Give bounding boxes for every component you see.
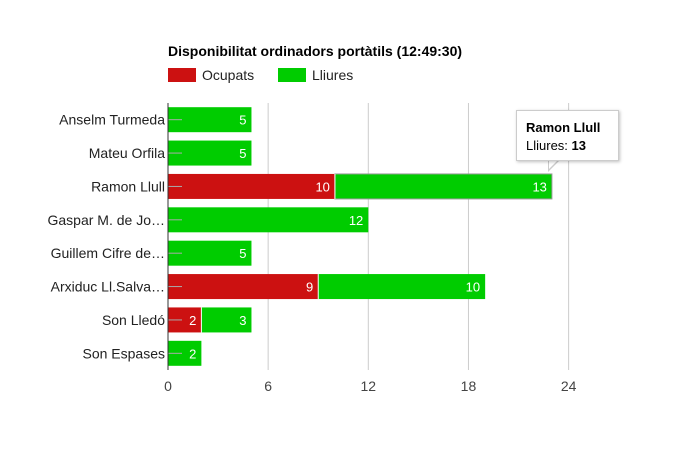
tooltip-title: Ramon Llull xyxy=(526,120,601,135)
data-label-lliures-0: 5 xyxy=(239,113,246,128)
data-label-ocupats-2: 10 xyxy=(315,179,329,194)
x-tick-label-6: 6 xyxy=(264,378,272,394)
category-label-4: Guillem Cifre de… xyxy=(51,245,165,261)
tooltip-label: Lliures: xyxy=(526,138,568,153)
x-tick-label-24: 24 xyxy=(561,378,577,394)
category-label-5: Arxiduc Ll.Salva… xyxy=(51,279,165,295)
bar-lliures-3 xyxy=(168,207,369,233)
legend-label-lliures: Lliures xyxy=(312,66,354,83)
tooltip-value: 13 xyxy=(571,138,587,153)
chart-title: Disponibilitat ordinadors portàtils (12:… xyxy=(168,43,463,59)
data-label-lliures-1: 5 xyxy=(239,146,246,161)
bar-ocupats-5 xyxy=(168,274,319,300)
data-label-lliures-7: 2 xyxy=(189,346,196,361)
data-label-ocupats-6: 2 xyxy=(189,313,196,328)
category-label-6: Son Lledó xyxy=(102,312,165,328)
data-label-ocupats-5: 9 xyxy=(306,280,313,295)
chart-tooltip: Ramon Llull Lliures: 13 xyxy=(516,110,619,161)
bar-ocupats-2 xyxy=(168,173,335,199)
bar-lliures-5 xyxy=(318,274,486,300)
data-label-lliures-6: 3 xyxy=(239,313,246,328)
category-label-7: Son Espases xyxy=(83,345,166,361)
data-label-lliures-3: 12 xyxy=(349,213,363,228)
data-label-lliures-2: 13 xyxy=(532,179,546,194)
x-tick-label-0: 0 xyxy=(164,378,172,394)
category-label-1: Mateu Orfila xyxy=(89,145,165,161)
legend-swatch-ocupats xyxy=(168,67,196,82)
data-label-lliures-4: 5 xyxy=(239,246,246,261)
data-label-lliures-5: 10 xyxy=(466,280,480,295)
bar-lliures-6 xyxy=(201,307,252,333)
bar-lliures-2 xyxy=(334,173,553,200)
category-label-2: Ramon Llull xyxy=(91,178,165,194)
x-tick-label-18: 18 xyxy=(461,378,477,394)
legend-item-lliures[interactable]: Lliures xyxy=(278,66,353,83)
category-label-3: Gaspar M. de Jo… xyxy=(48,212,166,228)
legend-swatch-lliures xyxy=(278,67,306,82)
x-tick-label-12: 12 xyxy=(361,378,377,394)
category-label-0: Anselm Turmeda xyxy=(59,112,165,128)
legend-label-ocupats: Ocupats xyxy=(202,66,255,83)
legend-item-ocupats[interactable]: Ocupats xyxy=(168,66,254,83)
tooltip-line: Lliures: 13 xyxy=(526,138,586,153)
